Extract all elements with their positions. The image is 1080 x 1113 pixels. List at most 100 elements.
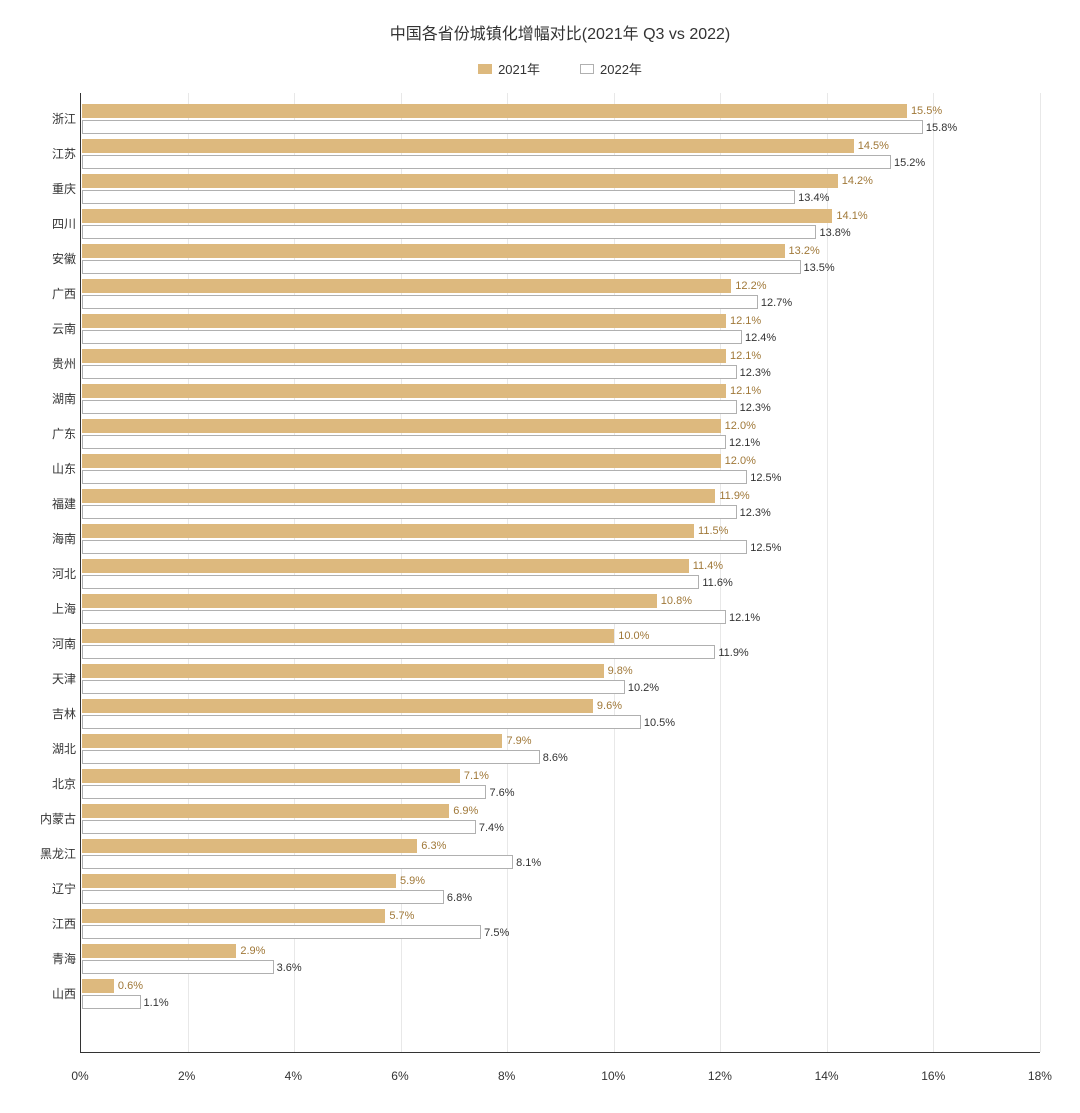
chart-row: 天津9.8%10.2% (81, 661, 1040, 696)
chart-row: 河北11.4%11.6% (81, 556, 1040, 591)
chart-row: 黑龙江6.3%8.1% (81, 836, 1040, 871)
chart-container: 中国各省份城镇化增幅对比(2021年 Q3 vs 2022) 2021年 202… (0, 0, 1080, 1113)
bar-label-s1: 12.0% (721, 419, 756, 433)
bar-series2: 12.5% (82, 470, 747, 484)
bar-group: 9.8%10.2% (82, 664, 1040, 694)
bar-series1: 10.0% (82, 629, 614, 643)
bar-series2: 13.8% (82, 225, 816, 239)
bar-series1: 12.0% (82, 419, 721, 433)
bar-series1: 11.4% (82, 559, 689, 573)
bar-series2: 11.9% (82, 645, 715, 659)
bar-group: 10.8% 12.1% (82, 594, 1040, 624)
bar-label-s2: 8.1% (512, 856, 541, 870)
bar-series2: 12.1% (82, 610, 726, 624)
legend-swatch-s2 (580, 64, 594, 74)
bar-label-s2: 12.3% (736, 401, 771, 415)
bar-group: 12.2% 12.7% (82, 279, 1040, 309)
bar-label-s1: 12.2% (731, 279, 766, 293)
y-label: 河北 (26, 565, 76, 582)
bar-series2: 10.2% (82, 680, 625, 694)
bar-label-s1: 15.5% (907, 104, 942, 118)
bar-series1: 2.9% (82, 944, 236, 958)
y-label: 山东 (26, 460, 76, 477)
bar-series2: 10.5% (82, 715, 641, 729)
bar-series2: 1.1% (82, 995, 141, 1009)
bar-label-s1: 12.1% (726, 384, 761, 398)
y-label: 青海 (26, 950, 76, 967)
y-label: 内蒙古 (26, 810, 76, 827)
bar-group: 12.1% 12.3% (82, 349, 1040, 379)
bar-series2: 7.5% (82, 925, 481, 939)
bar-label-s2: 10.5% (640, 716, 675, 730)
bar-series2: 8.6% (82, 750, 540, 764)
legend-label-s1: 2021年 (498, 59, 540, 78)
bar-series1: 12.1% (82, 349, 726, 363)
bar-group: 12.1% 12.4% (82, 314, 1040, 344)
bar-series2: 12.3% (82, 365, 737, 379)
chart-row: 北京7.1%7.6% (81, 766, 1040, 801)
y-label: 贵州 (26, 355, 76, 372)
bar-label-s2: 3.6% (273, 961, 302, 975)
legend-label-s2: 2022年 (600, 59, 642, 78)
bar-label-s2: 15.8% (922, 121, 957, 135)
chart-row: 上海10.8%12.1% (81, 591, 1040, 626)
bar-series1: 5.9% (82, 874, 396, 888)
chart-row: 山西0.6%1.1% (81, 976, 1040, 1011)
bar-label-s2: 12.1% (725, 611, 760, 625)
bar-label-s1: 5.7% (385, 909, 414, 923)
bar-series2: 7.4% (82, 820, 476, 834)
bar-series2: 7.6% (82, 785, 486, 799)
bar-series1: 12.1% (82, 384, 726, 398)
bar-series2: 12.7% (82, 295, 758, 309)
chart-row: 浙江15.5%15.8% (81, 101, 1040, 136)
y-label: 江西 (26, 915, 76, 932)
bar-group: 10.0% 11.9% (82, 629, 1040, 659)
chart-title: 中国各省份城镇化增幅对比(2021年 Q3 vs 2022) (80, 20, 1040, 44)
bar-group: 12.0% 12.1% (82, 419, 1040, 449)
bar-series2: 15.8% (82, 120, 923, 134)
legend-swatch-s1 (478, 64, 492, 74)
chart-row: 辽宁5.9%6.8% (81, 871, 1040, 906)
bar-label-s1: 6.3% (417, 839, 446, 853)
y-label: 河南 (26, 635, 76, 652)
bar-label-s1: 14.5% (854, 139, 889, 153)
y-label: 云南 (26, 320, 76, 337)
bar-series1: 11.9% (82, 489, 715, 503)
bar-label-s2: 6.8% (443, 891, 472, 905)
bar-series1: 15.5% (82, 104, 907, 118)
bar-label-s2: 13.5% (800, 261, 835, 275)
bar-series1: 5.7% (82, 909, 385, 923)
bar-label-s1: 7.1% (460, 769, 489, 783)
bar-series1: 12.1% (82, 314, 726, 328)
bar-group: 11.9%12.3% (82, 489, 1040, 519)
bar-series1: 14.1% (82, 209, 832, 223)
chart-row: 海南11.5%12.5% (81, 521, 1040, 556)
bar-group: 6.9%7.4% (82, 804, 1040, 834)
bar-series2: 8.1% (82, 855, 513, 869)
y-label: 湖北 (26, 740, 76, 757)
y-label: 天津 (26, 670, 76, 687)
chart-row: 四川14.1%13.8% (81, 206, 1040, 241)
bar-series1: 6.3% (82, 839, 417, 853)
bar-label-s2: 12.3% (736, 366, 771, 380)
bar-series1: 12.0% (82, 454, 721, 468)
gridline (1040, 93, 1041, 1052)
bar-label-s2: 7.4% (475, 821, 504, 835)
bar-series1: 9.6% (82, 699, 593, 713)
bar-series2: 12.4% (82, 330, 742, 344)
bar-label-s2: 11.6% (698, 576, 732, 590)
bar-series2: 12.1% (82, 435, 726, 449)
y-label: 重庆 (26, 180, 76, 197)
bar-label-s1: 11.4% (689, 559, 723, 573)
bar-series2: 13.5% (82, 260, 801, 274)
chart-row: 山东12.0%12.5% (81, 451, 1040, 486)
bar-label-s1: 7.9% (502, 734, 531, 748)
bar-label-s1: 12.1% (726, 314, 761, 328)
bar-label-s2: 10.2% (624, 681, 659, 695)
bar-group: 14.1% 13.8% (82, 209, 1040, 239)
bar-series1: 10.8% (82, 594, 657, 608)
y-label: 辽宁 (26, 880, 76, 897)
bar-group: 0.6%1.1% (82, 979, 1040, 1009)
bar-group: 12.1% 12.3% (82, 384, 1040, 414)
bar-series2: 3.6% (82, 960, 274, 974)
